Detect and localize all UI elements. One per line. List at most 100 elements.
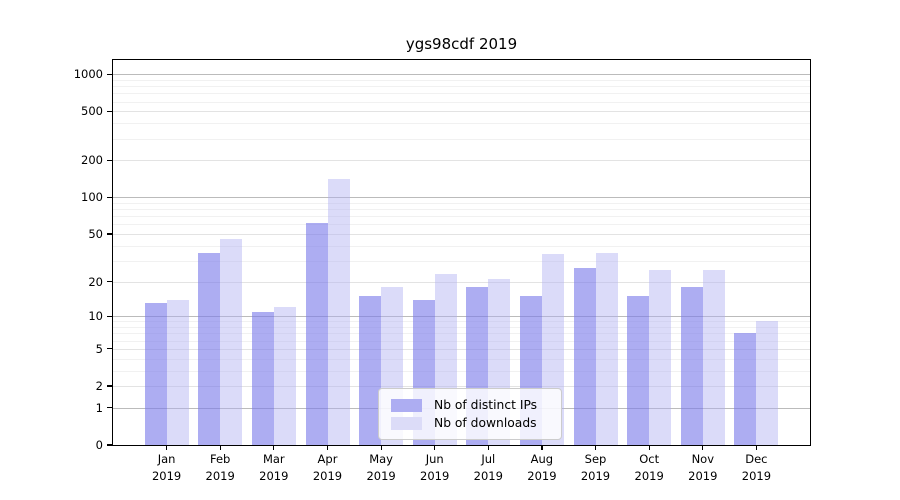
bar-nb-of-distinct-ips-apr [305, 223, 328, 445]
x-tick-label-dec: Dec 2019 [741, 452, 772, 483]
x-tick-label-mar: Mar 2019 [259, 452, 289, 483]
y-tick-label: 10 [88, 309, 103, 324]
major-gridline [113, 74, 810, 76]
bar-nb-of-distinct-ips-dec [734, 333, 757, 445]
y-tick-mark [107, 159, 112, 161]
y-tick-mark [107, 196, 112, 198]
y-tick-label: 1000 [73, 67, 103, 82]
bar-nb-of-downloads-oct [649, 270, 672, 445]
bar-nb-of-distinct-ips-sep [573, 268, 596, 445]
major-gridline [113, 160, 810, 162]
y-tick-label: 500 [81, 104, 103, 119]
x-tick-mark [594, 446, 597, 450]
minor-gridline [113, 245, 810, 247]
major-gridline [113, 386, 810, 387]
x-tick-label-jul: Jul 2019 [473, 452, 503, 483]
x-tick-mark [219, 446, 221, 450]
bar-nb-of-downloads-feb [220, 239, 243, 445]
y-tick-label: 5 [95, 341, 103, 356]
y-tick-label: 100 [81, 190, 103, 205]
bar-nb-of-distinct-ips-feb [198, 252, 221, 445]
bar-nb-of-downloads-mar [273, 307, 296, 445]
y-tick-mark [107, 407, 112, 409]
x-tick-mark [273, 446, 275, 450]
legend-label-distinct-ips: Nb of distinct IPs [434, 398, 538, 412]
minor-gridline [113, 327, 810, 328]
plot-area [112, 59, 811, 446]
x-tick-mark [487, 446, 489, 450]
minor-gridline [113, 123, 810, 125]
minor-gridline [113, 333, 810, 335]
minor-gridline [113, 216, 810, 218]
y-tick-mark [107, 444, 112, 446]
major-gridline [113, 233, 810, 235]
major-gridline [113, 316, 810, 318]
x-tick-mark [434, 446, 436, 450]
minor-gridline [113, 101, 810, 103]
y-tick-label: 0 [95, 438, 103, 452]
y-tick-label: 20 [88, 274, 103, 289]
bar-nb-of-distinct-ips-oct [627, 296, 650, 445]
bar-nb-of-downloads-sep [595, 252, 618, 445]
y-tick-mark [107, 315, 112, 317]
minor-gridline [113, 340, 810, 342]
bar-nb-of-downloads-nov [702, 270, 725, 445]
x-tick-label-sep: Sep 2019 [580, 452, 611, 483]
x-tick-label-jan: Jan 2019 [151, 452, 182, 483]
minor-gridline [113, 224, 810, 226]
bar-nb-of-downloads-jan [166, 299, 189, 445]
legend-swatch-downloads [391, 416, 422, 430]
y-tick-label: 50 [88, 226, 103, 241]
x-tick-label-may: May 2019 [366, 452, 396, 483]
x-tick-mark [755, 446, 758, 450]
bar-nb-of-distinct-ips-jan [144, 303, 167, 445]
major-gridline [113, 197, 810, 199]
x-tick-mark [326, 446, 329, 450]
x-tick-mark [166, 446, 168, 450]
y-tick-mark [107, 385, 112, 387]
bar-nb-of-distinct-ips-nov [680, 286, 703, 445]
y-tick-mark [107, 348, 112, 350]
x-tick-mark [380, 446, 382, 450]
bar-nb-of-downloads-apr [327, 179, 350, 445]
minor-gridline [113, 209, 810, 211]
x-tick-label-feb: Feb 2019 [205, 452, 235, 483]
y-tick-mark [107, 280, 112, 283]
minor-gridline [113, 138, 810, 140]
minor-gridline [113, 358, 810, 360]
y-tick-mark [107, 73, 112, 75]
y-tick-label: 1 [95, 400, 103, 415]
x-tick-mark [648, 446, 650, 450]
legend-swatch-distinct-ips [391, 398, 422, 412]
legend-item-downloads: Nb of downloads [391, 415, 551, 431]
x-tick-label-nov: Nov 2019 [688, 452, 718, 483]
x-tick-label-aug: Aug 2019 [527, 452, 557, 483]
bar-nb-of-distinct-ips-may [359, 296, 382, 445]
bar-nb-of-distinct-ips-mar [251, 311, 274, 445]
minor-gridline [113, 321, 810, 323]
minor-gridline [113, 86, 810, 87]
major-gridline [113, 111, 810, 113]
legend: Nb of distinct IPs Nb of downloads [378, 388, 562, 440]
minor-gridline [113, 260, 810, 262]
y-tick-label: 2 [95, 379, 103, 393]
minor-gridline [113, 93, 810, 95]
x-tick-label-apr: Apr 2019 [312, 452, 343, 483]
major-gridline [113, 348, 810, 350]
y-tick-mark [107, 110, 112, 112]
bar-nb-of-downloads-dec [756, 321, 779, 445]
legend-label-downloads: Nb of downloads [434, 416, 537, 430]
major-gridline [113, 281, 810, 283]
minor-gridline [113, 370, 810, 372]
legend-item-distinct-ips: Nb of distinct IPs [391, 397, 551, 413]
x-tick-label-jun: Jun 2019 [420, 452, 450, 483]
minor-gridline [113, 79, 810, 81]
x-tick-mark [702, 446, 704, 450]
chart-title: ygs98cdf 2019 [405, 35, 518, 53]
minor-gridline [113, 202, 810, 204]
x-tick-label-oct: Oct 2019 [634, 452, 664, 483]
y-tick-mark [107, 233, 112, 235]
y-tick-label: 200 [81, 153, 103, 168]
x-tick-mark [541, 446, 543, 450]
